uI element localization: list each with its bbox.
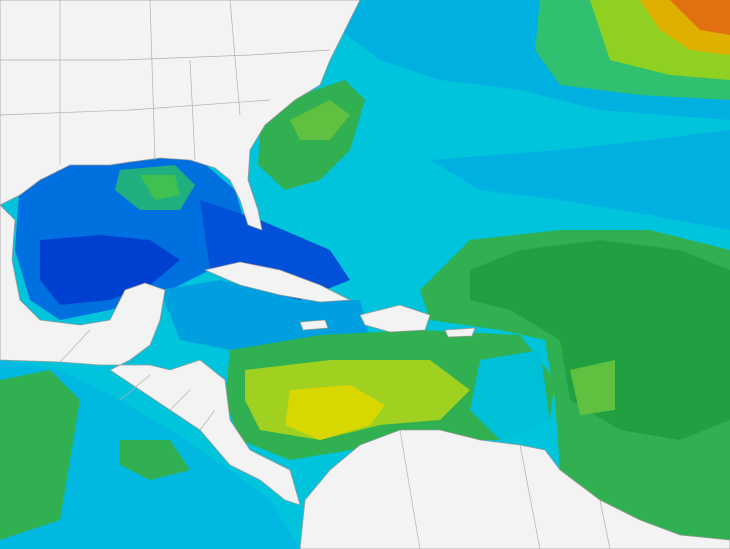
land-usa: [0, 0, 361, 231]
gulf-deep: [40, 235, 180, 305]
atlantic-green: [570, 360, 615, 415]
caribbean-peak: [285, 385, 385, 440]
borders: [59, 329, 611, 549]
gulf-band: [140, 175, 180, 200]
pacific-band: [120, 440, 190, 480]
borders: [0, 0, 331, 165]
land-cuba: [203, 261, 352, 303]
land-hispaniola: [359, 304, 431, 333]
land-jamaica: [299, 319, 329, 331]
caribbean-band: [470, 350, 550, 440]
pacific-band: [0, 370, 80, 540]
ocean-band: [430, 130, 730, 230]
land-puerto-rico: [444, 327, 476, 338]
atlantic-green: [470, 240, 730, 440]
land-south-america: [299, 429, 730, 549]
ocean-band: [290, 100, 350, 140]
caribbean-west: [160, 280, 370, 350]
ocean-band: [670, 0, 730, 35]
land-mexico: [0, 204, 301, 506]
